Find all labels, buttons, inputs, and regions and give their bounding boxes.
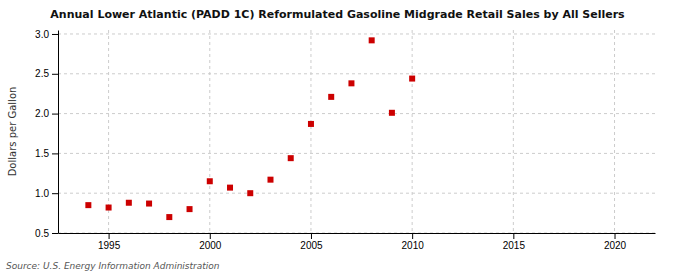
point	[389, 110, 395, 116]
point	[126, 200, 132, 206]
tick-label: 2.5	[35, 68, 49, 79]
plot: 1995 2000 2005 2010 2015 2020 0.5 1.0 1.5 2.0 2.5 3…	[35, 29, 655, 251]
tick: 2.0	[35, 108, 58, 119]
tick-mark	[52, 114, 58, 115]
grid-line	[58, 193, 655, 194]
tick-label: 2010	[402, 240, 425, 251]
grid-line	[58, 113, 655, 114]
tick-label: 1.0	[35, 188, 49, 199]
y-axis: 0.5 1.0 1.5 2.0 2.5 3.0	[35, 29, 58, 239]
tick: 2015	[503, 233, 526, 251]
tick: 1.0	[35, 188, 58, 199]
tick-mark	[109, 233, 110, 239]
tick-mark	[52, 193, 58, 194]
tick: 1995	[98, 233, 121, 251]
point	[207, 178, 213, 184]
tick-label: 2.0	[35, 108, 49, 119]
point	[227, 185, 233, 191]
tick: 1.5	[35, 148, 58, 159]
grid-line	[412, 30, 413, 233]
point	[328, 94, 334, 100]
point	[187, 206, 193, 212]
point	[369, 37, 375, 43]
grid-line	[58, 153, 655, 154]
tick-label: 2020	[604, 240, 627, 251]
tick: 2005	[300, 233, 323, 251]
point	[288, 155, 294, 161]
tick-label: 1995	[98, 240, 121, 251]
tick-mark	[615, 233, 616, 239]
tick-label: 2015	[503, 240, 526, 251]
grid-line	[209, 30, 210, 233]
axis-line	[58, 31, 59, 234]
annotation: Source: U.S. Energy Information Administ…	[6, 261, 220, 271]
title: Annual Lower Atlantic (PADD 1C) Reformul…	[50, 8, 625, 21]
point	[85, 202, 91, 208]
tick-label: 3.0	[35, 29, 49, 40]
points	[85, 37, 415, 220]
point	[308, 121, 314, 127]
tick-label: 2000	[199, 240, 222, 251]
point	[409, 76, 415, 82]
grid-line	[58, 33, 655, 34]
grid-line	[58, 73, 655, 74]
tick-mark	[513, 233, 514, 239]
point	[247, 190, 253, 196]
grid	[58, 30, 655, 233]
grid-line	[58, 233, 655, 234]
axis-line	[59, 233, 656, 234]
tick-label: 1.5	[35, 148, 49, 159]
x-axis: 1995 2000 2005 2010 2015 2020	[59, 233, 656, 251]
point	[146, 201, 152, 207]
tick: 2010	[402, 233, 425, 251]
grid-line	[513, 30, 514, 233]
chart: 1995 2000 2005 2010 2015 2020 0.5 1.0 1.5 2.0 2.5 3…	[0, 0, 675, 275]
tick-mark	[52, 74, 58, 75]
grid-line	[614, 30, 615, 233]
tick-label: 2005	[300, 240, 323, 251]
tick: 2.5	[35, 68, 58, 79]
point	[166, 214, 172, 220]
grid-line	[310, 30, 311, 233]
tick-mark	[52, 34, 58, 35]
point	[106, 205, 112, 211]
tick-mark	[412, 233, 413, 239]
tick: 2000	[199, 233, 222, 251]
tick-mark	[52, 233, 58, 234]
point	[348, 80, 354, 86]
tick-mark	[210, 233, 211, 239]
y-axis-title: Dollars per Gallon	[7, 87, 18, 177]
tick: 3.0	[35, 29, 58, 40]
tick-label: 0.5	[35, 228, 49, 239]
tick-mark	[52, 153, 58, 154]
tick-mark	[311, 233, 312, 239]
tick: 2020	[604, 233, 627, 251]
grid-line	[108, 30, 109, 233]
tick: 0.5	[35, 228, 58, 239]
point	[267, 177, 273, 183]
